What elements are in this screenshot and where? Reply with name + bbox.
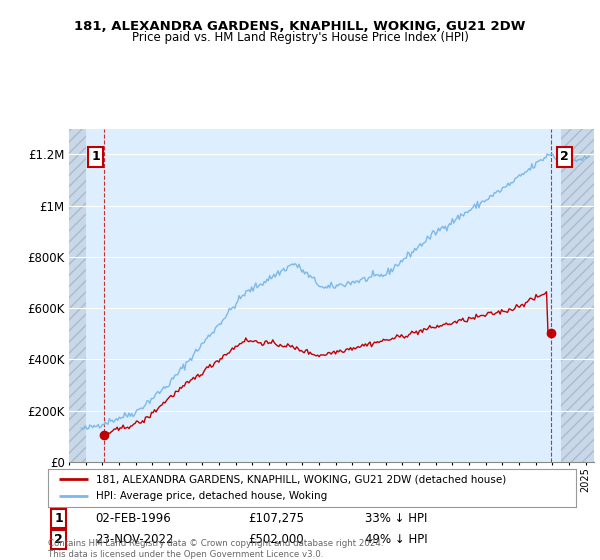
Text: 33% ↓ HPI: 33% ↓ HPI — [365, 512, 427, 525]
Text: 1: 1 — [54, 512, 63, 525]
Text: 181, ALEXANDRA GARDENS, KNAPHILL, WOKING, GU21 2DW (detached house): 181, ALEXANDRA GARDENS, KNAPHILL, WOKING… — [95, 474, 506, 484]
Text: £107,275: £107,275 — [248, 512, 305, 525]
Text: 02-FEB-1996: 02-FEB-1996 — [95, 512, 171, 525]
Text: £502,000: £502,000 — [248, 533, 304, 547]
Text: 2: 2 — [54, 533, 63, 547]
Text: 181, ALEXANDRA GARDENS, KNAPHILL, WOKING, GU21 2DW: 181, ALEXANDRA GARDENS, KNAPHILL, WOKING… — [74, 20, 526, 32]
Bar — [560, 129, 594, 462]
Text: 2: 2 — [560, 151, 568, 164]
Text: HPI: Average price, detached house, Woking: HPI: Average price, detached house, Woki… — [95, 491, 327, 501]
Text: 49% ↓ HPI: 49% ↓ HPI — [365, 533, 427, 547]
Text: 23-NOV-2022: 23-NOV-2022 — [95, 533, 174, 547]
Bar — [69, 129, 86, 462]
Text: 1: 1 — [91, 151, 100, 164]
Text: Contains HM Land Registry data © Crown copyright and database right 2024.
This d: Contains HM Land Registry data © Crown c… — [48, 539, 383, 559]
Text: Price paid vs. HM Land Registry's House Price Index (HPI): Price paid vs. HM Land Registry's House … — [131, 31, 469, 44]
